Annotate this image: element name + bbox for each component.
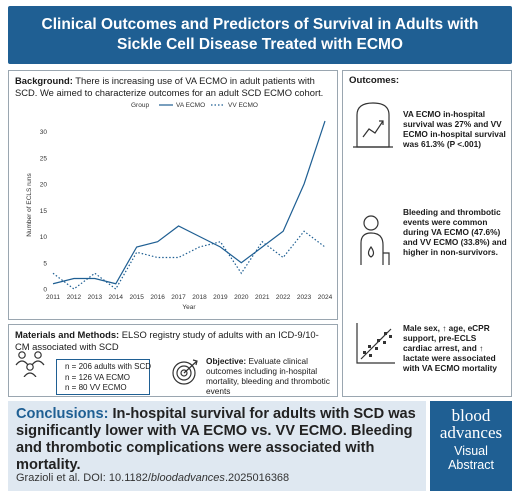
x-tick-label: 2020 xyxy=(234,294,249,301)
scatter-plot-icon xyxy=(356,323,395,364)
outcome-predictors: Male sex, ↑ age, eCPR support, pre-ECLS … xyxy=(403,323,498,373)
title-banner: Clinical Outcomes and Predictors of Surv… xyxy=(8,6,512,64)
objective-text: Objective: Evaluate clinical outcomes in… xyxy=(206,356,334,396)
conclusions-text: Conclusions: In-hospital survival for ad… xyxy=(16,406,424,474)
background-label: Background: xyxy=(15,75,73,86)
ecls-runs-chart: 0 5 10 15 20 25 30 2011 2012 2013 2014 2015 2016 2017… xyxy=(26,102,333,311)
methods-label: Materials and Methods: xyxy=(15,329,120,340)
outcome-survival: VA ECMO in-hospital survival was 27% and… xyxy=(403,109,506,149)
series-line-vv-ecmo xyxy=(52,230,326,290)
methods-text: Materials and Methods: ELSO registry stu… xyxy=(15,329,333,352)
methods-body: ELSO registry study of adults with an IC… xyxy=(15,329,319,352)
series-line-va-ecmo xyxy=(52,120,326,285)
count-va: n = 126 VA ECMO xyxy=(65,372,130,382)
conclusions-label: Conclusions: xyxy=(16,406,109,422)
background-panel: Background: There is increasing use of V… xyxy=(8,70,338,320)
legend-entry: VA ECMO xyxy=(176,102,205,109)
x-tick-label: 2019 xyxy=(213,294,228,301)
conclusions-box: Conclusions: In-hospital survival for ad… xyxy=(8,401,426,491)
objective-body: Evaluate clinical outcomes including in-… xyxy=(206,356,330,396)
page-title: Clinical Outcomes and Predictors of Surv… xyxy=(41,16,479,53)
journal-logo: blood advances Visual Abstract xyxy=(430,401,512,491)
y-tick-label: 15 xyxy=(40,208,48,215)
x-tick-label: 2017 xyxy=(171,294,186,301)
x-tick-label: 2018 xyxy=(192,294,207,301)
target-icon xyxy=(172,359,198,385)
x-tick-label: 2021 xyxy=(255,294,270,301)
logo-word-abstract: Abstract xyxy=(448,458,494,472)
x-tick-label: 2023 xyxy=(297,294,312,301)
citation-journal: bloodadvances xyxy=(150,472,225,484)
y-tick-label: 25 xyxy=(40,155,48,162)
count-vv: n = 80 VV ECMO xyxy=(65,383,127,392)
conclusions-body: In-hospital survival for adults with SCD… xyxy=(16,406,416,473)
cohort-counts-box: n = 206 adults with SCD n = 126 VA ECMO … xyxy=(56,359,152,395)
logo-word-blood: blood xyxy=(451,406,491,425)
x-tick-label: 2016 xyxy=(150,294,165,301)
objective-label: Objective: xyxy=(206,356,247,366)
background-text: Background: There is increasing use of V… xyxy=(15,75,333,98)
legend-entry: VV ECMO xyxy=(228,102,258,109)
citation-suffix: .2025016368 xyxy=(224,472,290,484)
y-tick-label: 0 xyxy=(43,287,47,294)
background-body: There is increasing use of VA ECMO in ad… xyxy=(15,75,324,98)
tombstone-chart-icon xyxy=(353,102,393,148)
x-tick-label: 2011 xyxy=(46,294,60,301)
outcomes-panel: Outcomes: VA ECMO in-hospital survival w… xyxy=(342,70,512,397)
x-tick-label: 2024 xyxy=(318,294,333,301)
outcomes-title: Outcomes: xyxy=(349,75,400,86)
x-tick-label: 2013 xyxy=(88,294,103,301)
logo-word-visual: Visual xyxy=(454,444,488,458)
x-tick-label: 2015 xyxy=(129,294,144,301)
y-tick-label: 30 xyxy=(40,129,48,136)
x-tick-label: 2022 xyxy=(276,294,291,301)
x-tick-label: 2012 xyxy=(67,294,82,301)
legend-title: Group xyxy=(131,102,149,109)
people-icon xyxy=(15,351,45,377)
y-tick-label: 20 xyxy=(40,182,48,189)
y-tick-label: 5 xyxy=(43,260,47,267)
citation-authors: Grazioli et al. DOI: 10.1182/ xyxy=(16,472,151,484)
citation: Grazioli et al. DOI: 10.1182/bloodadvanc… xyxy=(16,472,289,484)
y-axis-label: Number of ECLS runs xyxy=(26,172,33,236)
x-tick-label: 2014 xyxy=(109,294,124,301)
logo-word-advances: advances xyxy=(439,423,503,442)
x-axis-label: Year xyxy=(182,304,196,311)
bleeding-person-icon xyxy=(360,215,390,265)
methods-panel: Materials and Methods: ELSO registry stu… xyxy=(8,324,338,397)
y-tick-label: 10 xyxy=(40,234,48,241)
outcome-bleeding: Bleeding and thrombotic events were comm… xyxy=(403,207,507,257)
count-total: n = 206 adults with SCD xyxy=(65,362,152,371)
